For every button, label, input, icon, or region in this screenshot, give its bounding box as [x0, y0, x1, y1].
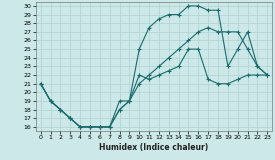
X-axis label: Humidex (Indice chaleur): Humidex (Indice chaleur) [99, 143, 209, 152]
